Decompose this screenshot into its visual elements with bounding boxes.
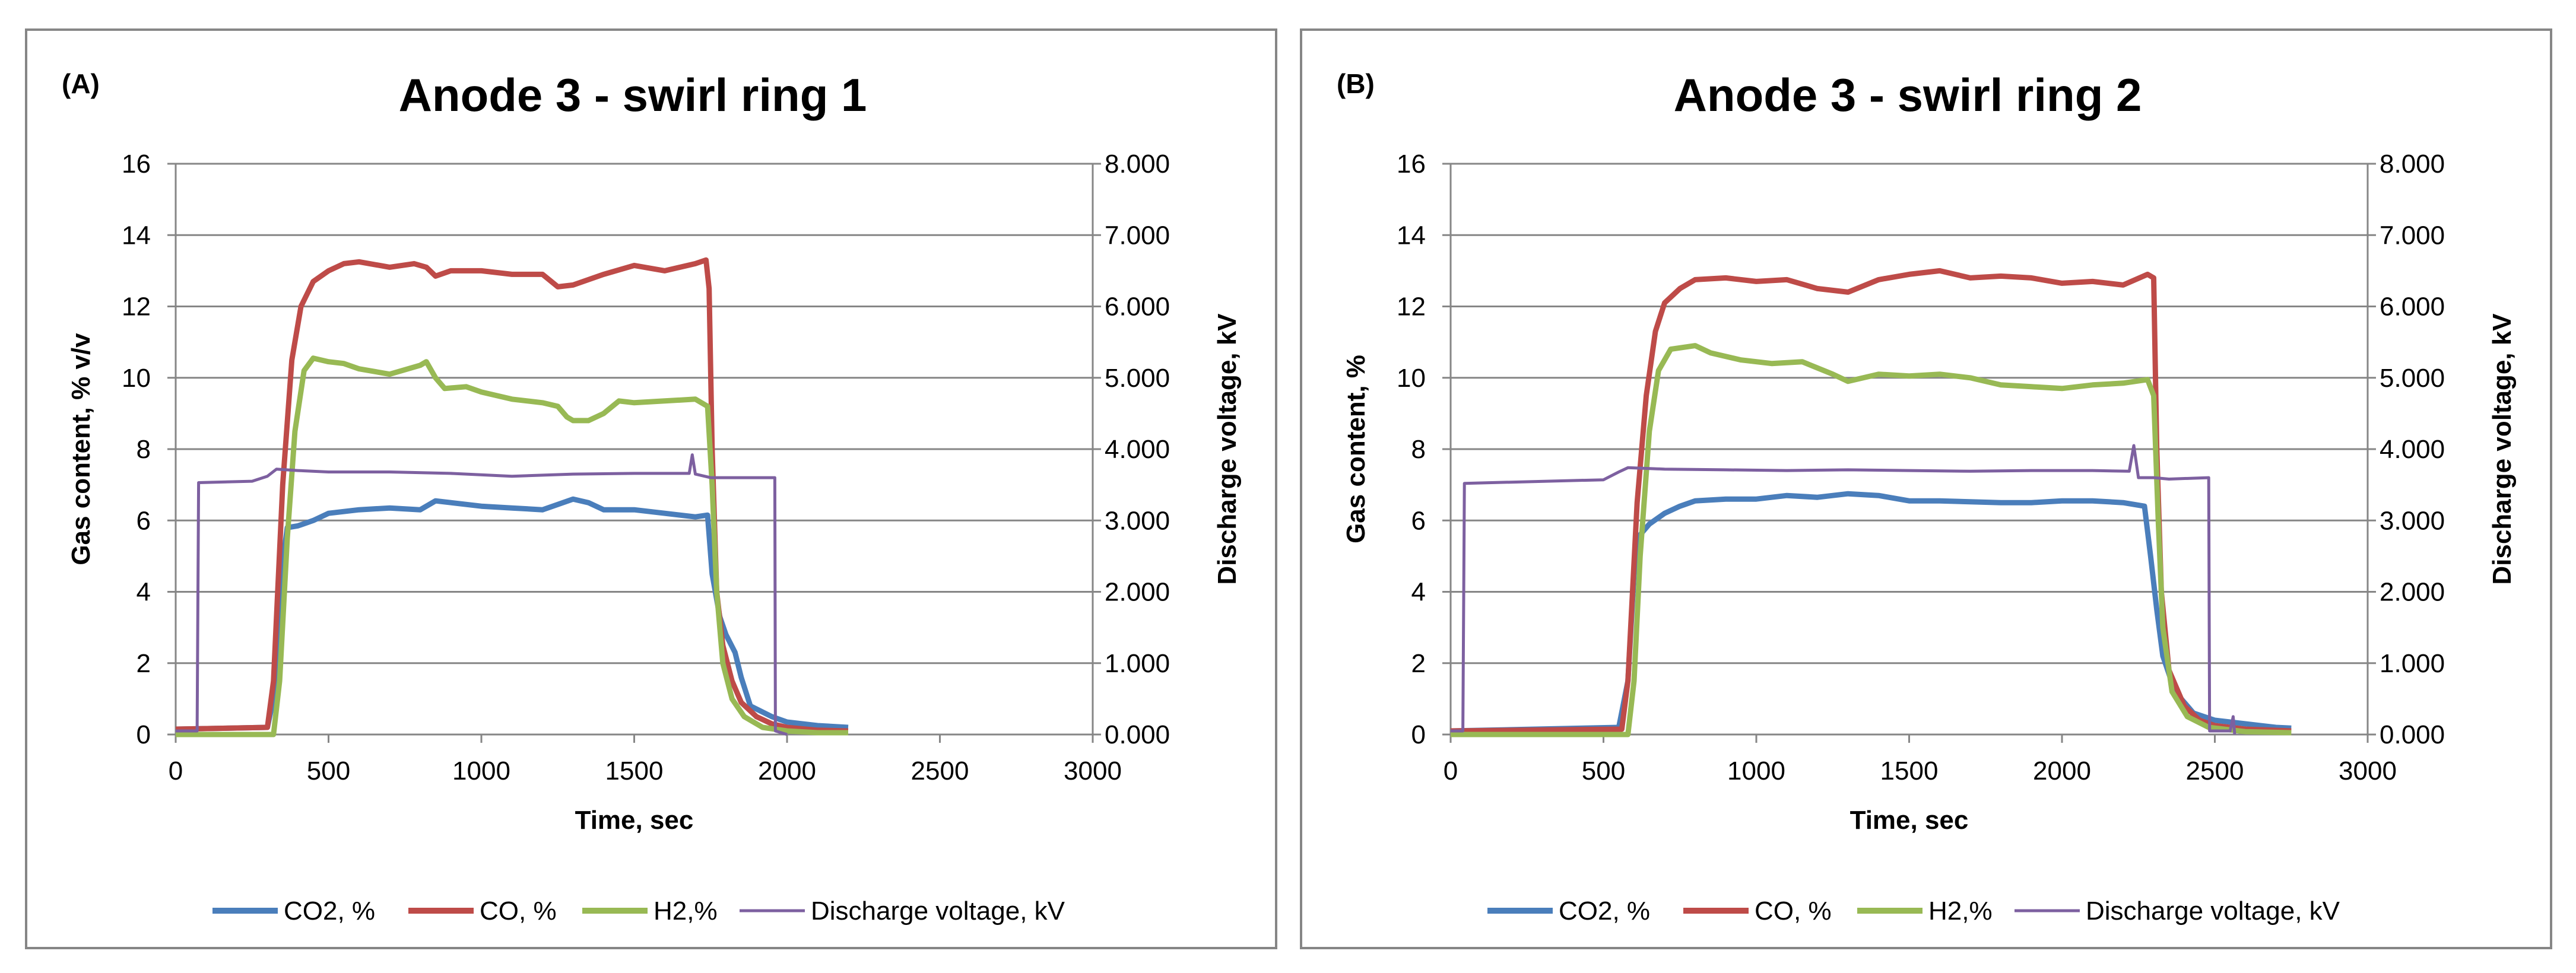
- y2-tick-label: 0.000: [1105, 720, 1170, 749]
- y2-tick-label: 2.000: [2380, 578, 2445, 607]
- y2-tick-label: 0.000: [2380, 720, 2445, 749]
- series-line-co: [175, 257, 849, 734]
- y2-tick-label: 3.000: [2380, 506, 2445, 535]
- y2-tick-label: 6.000: [1105, 292, 1170, 322]
- x-axis-title: Time, sec: [1850, 806, 1969, 835]
- y2-tick-label: 2.000: [1105, 578, 1170, 607]
- y-tick-label: 4: [137, 578, 151, 607]
- legend-label-h2: H2,%: [1928, 896, 1993, 926]
- y2-tick-label: 5.000: [2380, 364, 2445, 393]
- y-tick-label: 0: [1411, 720, 1426, 749]
- x-tick-label: 500: [307, 756, 350, 786]
- legend-label-discharge-voltage-kv: Discharge voltage, kV: [2086, 896, 2340, 926]
- series-line-h2: [176, 355, 848, 737]
- y-tick-label: 16: [1397, 150, 1426, 179]
- x-tick-label: 1500: [1880, 756, 1939, 786]
- y-axis-title: Gas content, %: [1341, 355, 1371, 543]
- y2-tick-label: 7.000: [2380, 221, 2445, 250]
- x-tick-label: 3000: [2339, 756, 2397, 786]
- y2-tick-label: 1.000: [2380, 649, 2445, 678]
- y2-tick-label: 6.000: [2380, 292, 2445, 322]
- y-tick-label: 16: [122, 150, 151, 179]
- x-tick-label: 0: [169, 756, 183, 786]
- panel-label: (B): [1337, 68, 1375, 99]
- x-tick-label: 2000: [758, 756, 816, 786]
- x-tick-label: 1500: [605, 756, 664, 786]
- series-line-h2: [1451, 343, 2292, 737]
- y2-tick-label: 5.000: [1105, 364, 1170, 393]
- chart-title: Anode 3 - swirl ring 2: [1674, 69, 2142, 121]
- x-axis-title: Time, sec: [575, 806, 694, 835]
- chart-title: Anode 3 - swirl ring 1: [399, 69, 867, 121]
- legend-label-co: CO, %: [1755, 896, 1832, 926]
- series-line-discharge-voltage-kv: [1451, 444, 2236, 735]
- legend-label-discharge-voltage-kv: Discharge voltage, kV: [811, 896, 1065, 926]
- y-tick-label: 6: [1411, 506, 1426, 535]
- y2-tick-label: 4.000: [2380, 435, 2445, 464]
- y-tick-label: 2: [1411, 649, 1426, 678]
- x-tick-label: 1000: [452, 756, 510, 786]
- y2-axis-title: Discharge voltage, kV: [2488, 313, 2517, 585]
- y2-tick-label: 8.000: [2380, 150, 2445, 179]
- y2-tick-label: 7.000: [1105, 221, 1170, 250]
- legend-label-co: CO, %: [480, 896, 557, 926]
- y2-tick-label: 4.000: [1105, 435, 1170, 464]
- series-line-co2: [175, 496, 849, 732]
- y2-tick-label: 8.000: [1105, 150, 1170, 179]
- y-tick-label: 12: [122, 292, 151, 322]
- y-tick-label: 10: [1397, 364, 1426, 393]
- x-tick-label: 500: [1582, 756, 1625, 786]
- legend-label-co2: CO2, %: [284, 896, 375, 926]
- y-tick-label: 4: [1411, 578, 1426, 607]
- x-tick-label: 2500: [2186, 756, 2244, 786]
- y2-axis-title: Discharge voltage, kV: [1213, 313, 1242, 585]
- y-tick-label: 2: [137, 649, 151, 678]
- chart-b-svg: (B) Anode 3 - swirl ring 2 0 2 4 6 8 10 12 14 16 0.…: [1337, 68, 2517, 926]
- series-line-discharge-voltage-kv: [176, 453, 788, 736]
- chart-a-svg: (A) Anode 3 - swirl ring 1 0 2 4 6 8 10 12 14 16 0.…: [62, 68, 1242, 926]
- y-tick-label: 14: [122, 221, 151, 250]
- legend-label-h2: H2,%: [653, 896, 718, 926]
- y-tick-label: 8: [1411, 435, 1426, 464]
- y2-tick-label: 3.000: [1105, 506, 1170, 535]
- y-tick-label: 14: [1397, 221, 1426, 250]
- y-tick-label: 10: [122, 364, 151, 393]
- panel-label: (A): [62, 68, 100, 99]
- x-tick-label: 0: [1444, 756, 1458, 786]
- chart-panel-b: (B) Anode 3 - swirl ring 2 0 2 4 6 8 10 12 14 16 0.…: [1300, 28, 2552, 949]
- y-tick-label: 6: [137, 506, 151, 535]
- y-tick-label: 12: [1397, 292, 1426, 322]
- y-axis-title: Gas content, % v/v: [66, 333, 96, 565]
- y-tick-label: 8: [137, 435, 151, 464]
- x-tick-label: 2500: [911, 756, 969, 786]
- x-tick-label: 2000: [2033, 756, 2091, 786]
- legend-label-co2: CO2, %: [1559, 896, 1650, 926]
- y-tick-label: 0: [137, 720, 151, 749]
- x-tick-label: 1000: [1727, 756, 1785, 786]
- chart-panel-a: (A) Anode 3 - swirl ring 1 0 2 4 6 8 10 12 14 16 0.…: [25, 28, 1277, 949]
- x-tick-label: 3000: [1064, 756, 1122, 786]
- y2-tick-label: 1.000: [1105, 649, 1170, 678]
